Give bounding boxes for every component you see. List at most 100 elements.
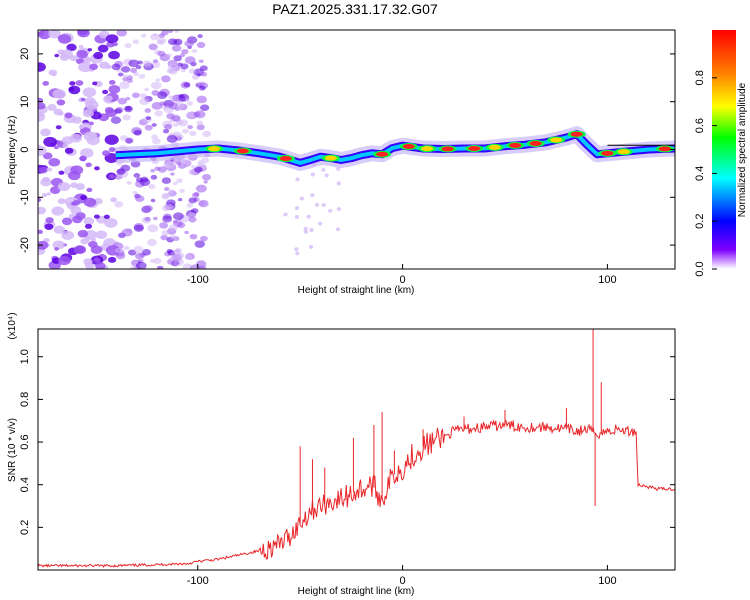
noise-speckle <box>157 50 166 57</box>
noise-speckle <box>172 181 178 186</box>
noise-speckle <box>54 247 59 251</box>
noise-speckle <box>182 263 193 269</box>
snr-y-multiplier: (x10⁴) <box>7 312 18 339</box>
noise-speckle <box>80 238 89 245</box>
frequency-ridge-layer <box>115 126 675 171</box>
noise-speckle <box>181 48 189 55</box>
ridge-blob-inner <box>376 151 389 157</box>
noise-speckle <box>56 99 66 106</box>
noise-speckle <box>85 100 99 110</box>
noise-speckle <box>198 265 207 269</box>
noise-speckle <box>166 135 178 143</box>
noise-speckle <box>188 68 196 74</box>
noise-speckle <box>144 124 153 131</box>
noise-speckle <box>164 186 170 191</box>
noise-speckle <box>87 132 98 140</box>
noise-speckle <box>62 143 69 148</box>
noise-speckle <box>51 206 65 216</box>
noise-speckle <box>47 103 57 111</box>
noise-speckle <box>155 78 161 82</box>
noise-speckle <box>196 95 207 104</box>
noise-speckle <box>103 214 110 220</box>
noise-speckle <box>194 166 203 173</box>
noise-speckle <box>76 50 88 59</box>
noise-speckle <box>191 49 198 54</box>
noise-speckle <box>310 172 315 177</box>
noise-speckle <box>38 197 42 203</box>
noise-speckle <box>42 176 50 182</box>
noise-speckle <box>194 110 206 119</box>
ridge-blob-inner <box>324 155 337 161</box>
colorbar-tick-label: 0.6 <box>694 118 706 133</box>
noise-speckle <box>159 101 166 106</box>
noise-speckle <box>133 245 144 254</box>
noise-speckle <box>177 258 183 262</box>
noise-speckle <box>114 247 123 254</box>
noise-speckle <box>188 169 196 175</box>
noise-speckle <box>116 168 126 175</box>
noise-speckle <box>168 95 174 100</box>
noise-speckle <box>308 244 314 249</box>
noise-speckle <box>93 214 100 219</box>
colorbar-tick-label: 0.4 <box>694 166 706 181</box>
snr-y-label: SNR (10 * v/v) <box>7 418 18 482</box>
noise-speckle <box>174 30 180 33</box>
noise-speckle <box>41 193 48 198</box>
noise-speckle <box>183 82 191 88</box>
noise-speckle <box>90 245 103 254</box>
noise-speckle <box>161 192 169 199</box>
noise-speckle <box>135 65 142 70</box>
noise-speckle <box>78 61 93 73</box>
noise-speckle <box>185 98 190 102</box>
spectrogram-y-tick-label: 20 <box>19 48 31 60</box>
noise-speckle <box>42 152 53 160</box>
noise-speckle <box>299 196 305 201</box>
noise-speckle <box>111 63 121 71</box>
ridge-blob-inner <box>550 137 563 143</box>
noise-speckle <box>156 39 164 45</box>
noise-speckle <box>104 95 113 102</box>
noise-speckle <box>306 214 311 219</box>
noise-speckle <box>114 201 124 208</box>
noise-speckle <box>196 41 206 49</box>
noise-speckle <box>167 30 174 34</box>
noise-speckle <box>42 81 50 86</box>
noise-speckle <box>195 184 207 193</box>
noise-speckle <box>175 261 180 265</box>
ridge-blob-inner <box>570 131 583 137</box>
noise-speckle <box>93 51 104 60</box>
noise-speckle <box>178 119 189 127</box>
snr-x-label: Height of straight line (km) <box>298 586 415 597</box>
noise-speckle <box>38 102 46 110</box>
noise-speckle <box>194 240 205 248</box>
noise-speckle <box>105 34 119 44</box>
noise-speckle <box>84 223 93 229</box>
noise-speckle <box>152 59 159 64</box>
snr-frame <box>37 328 676 571</box>
noise-speckle <box>185 112 195 119</box>
noise-speckle <box>151 90 160 96</box>
noise-speckle <box>38 229 44 235</box>
noise-speckle <box>166 113 175 120</box>
noise-speckle <box>58 170 65 175</box>
noise-speckle <box>188 197 197 204</box>
noise-speckle <box>57 182 71 192</box>
noise-speckle <box>94 166 100 171</box>
noise-speckle <box>95 230 108 239</box>
noise-speckle <box>57 198 66 205</box>
noise-speckle <box>188 212 197 219</box>
noise-speckle <box>80 97 86 102</box>
noise-speckle <box>201 157 210 164</box>
noise-speckle <box>295 177 300 182</box>
noise-speckle <box>114 108 122 114</box>
noise-speckle <box>43 136 57 147</box>
noise-speckle <box>164 124 173 130</box>
noise-speckle <box>317 221 323 226</box>
noise-speckle <box>179 188 185 193</box>
snr-panel: -100 0 100 0.2 0.4 0.6 0.8 1.0 Height of strai… <box>7 312 676 597</box>
noise-speckle <box>80 195 88 201</box>
noise-speckle <box>61 217 73 226</box>
noise-speckle <box>173 212 184 221</box>
noise-speckle <box>38 206 47 215</box>
noise-speckle <box>200 71 208 77</box>
